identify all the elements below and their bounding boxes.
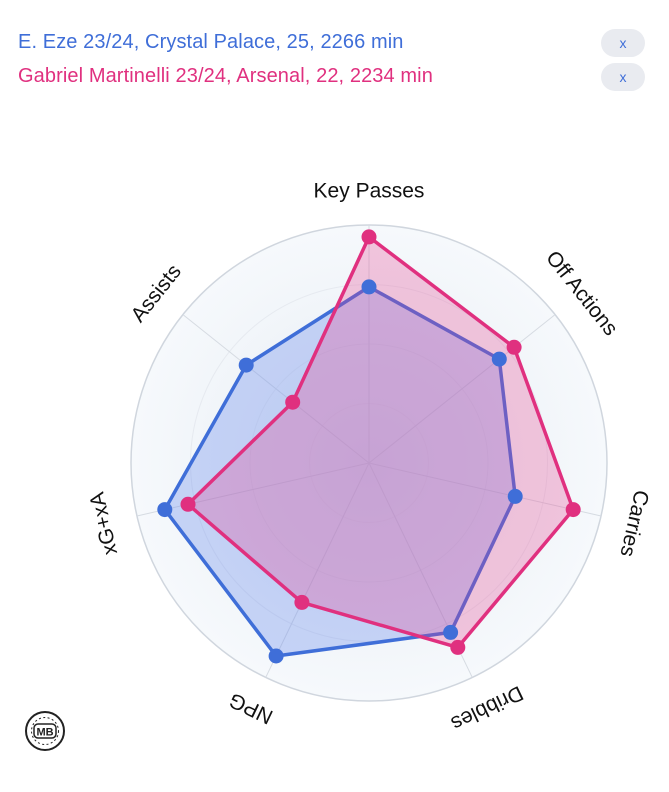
series-1-point-1[interactable] [506,339,522,355]
series-1-point-2[interactable] [565,502,581,518]
series-0-point-1[interactable] [491,351,507,367]
series-0-point-3[interactable] [443,624,459,640]
series-1-point-4[interactable] [294,594,310,610]
series-0-point-0[interactable] [361,279,377,295]
legend-label-eze: E. Eze 23/24, Crystal Palace, 25, 2266 m… [18,30,404,53]
remove-martinelli-button[interactable]: x [601,63,645,91]
axis-label-npg: NPG [226,688,277,728]
axis-label-key-passes: Key Passes [314,180,425,203]
logo-text: MB [36,727,53,739]
series-1-point-0[interactable] [361,229,377,245]
axis-label-carries: Carries [615,488,652,559]
radar-spoke-5 [136,462,370,517]
legend-label-martinelli: Gabriel Martinelli 23/24, Arsenal, 22, 2… [18,64,433,87]
radar-series [157,229,581,664]
legend-entry-eze: E. Eze 23/24, Crystal Palace, 25, 2266 m… [18,28,404,56]
series-area-1 [186,235,575,650]
remove-eze-button[interactable]: x [601,29,645,57]
series-0-point-5[interactable] [157,502,173,518]
radar-spoke-1 [368,314,556,464]
radar-spoke-4 [265,462,370,678]
radar-grid [130,224,608,702]
axis-label-xg-xa: xG+xA [86,490,123,557]
series-1-point-5[interactable] [180,496,196,512]
series-1-point-6[interactable] [285,394,301,410]
series-area-0 [163,285,517,658]
series-0-point-6[interactable] [238,357,254,373]
series-0-point-2[interactable] [507,488,523,504]
mb-logo-icon: MB [25,711,65,751]
series-1-point-3[interactable] [450,639,466,655]
axis-label-dribbles: Dribbles [447,681,526,735]
radar-spoke-6 [182,314,370,464]
series-0-point-4[interactable] [268,648,284,664]
legend-entry-martinelli: Gabriel Martinelli 23/24, Arsenal, 22, 2… [18,62,433,90]
radar-spoke-2 [368,462,602,517]
axis-label-assists: Assists [127,260,186,326]
